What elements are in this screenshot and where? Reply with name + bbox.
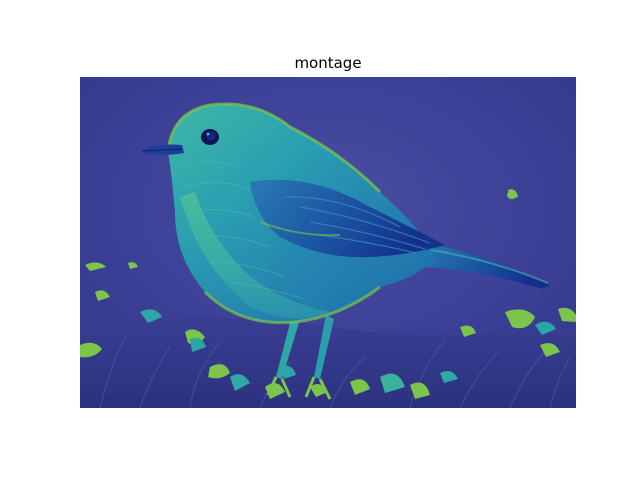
bird-leg-left [276, 315, 300, 379]
feather-texture [179, 161, 306, 300]
ground [80, 317, 576, 408]
bird-image [80, 77, 576, 408]
wing-feathers [284, 196, 431, 254]
image-axes [80, 77, 576, 408]
bird-wing [250, 179, 445, 258]
bird-leg-right [314, 315, 334, 379]
figure-title: montage [294, 54, 362, 72]
green-spot [507, 191, 517, 199]
grass-strokes [99, 336, 571, 408]
grass-highlights [80, 189, 576, 399]
bird-belly [180, 192, 330, 319]
